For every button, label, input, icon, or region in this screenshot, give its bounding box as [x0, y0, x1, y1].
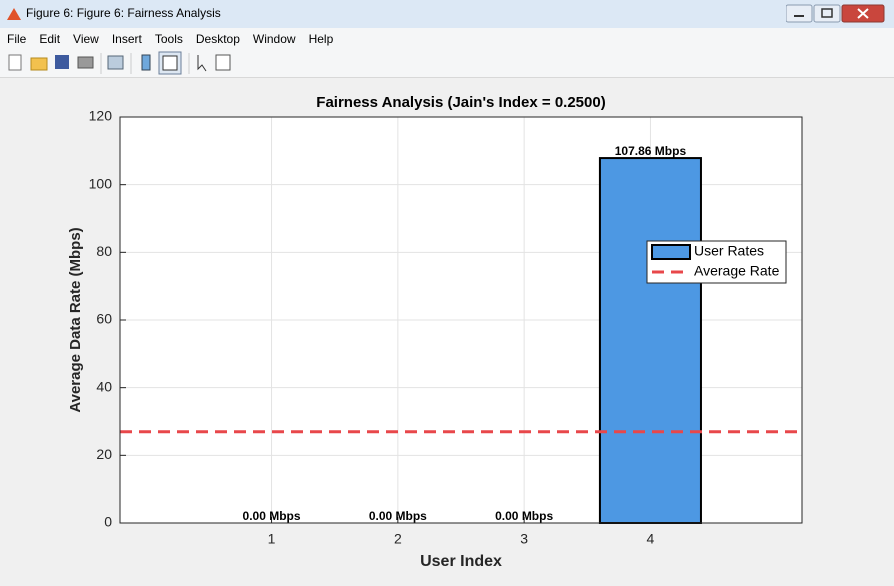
x-tick-label: 1	[268, 531, 276, 547]
x-tick-label: 3	[520, 531, 528, 547]
y-tick-label: 0	[104, 514, 112, 530]
menu-item[interactable]: Desktop	[195, 32, 240, 46]
y-tick-label: 60	[96, 311, 112, 327]
toolbar	[0, 50, 894, 78]
window-controls[interactable]	[786, 3, 886, 25]
value-label: 0.00 Mbps	[495, 509, 553, 523]
window-title: Figure 6: Figure 6: Fairness Analysis	[26, 6, 221, 20]
value-label: 0.00 Mbps	[243, 509, 301, 523]
title-bar: Figure 6: Figure 6: Fairness Analysis	[0, 0, 894, 29]
chart-title: Fairness Analysis (Jain's Index = 0.2500…	[316, 94, 605, 111]
y-tick-label: 20	[96, 446, 112, 462]
axes-box	[119, 116, 803, 524]
menu-item[interactable]: Insert	[111, 32, 142, 46]
y-tick-label: 80	[96, 243, 112, 259]
value-label: 0.00 Mbps	[369, 509, 427, 523]
y-tick-label: 120	[89, 108, 113, 124]
menu-item[interactable]: Tools	[154, 32, 183, 46]
menu-bar: File Edit View Insert Tools Desktop Window Help	[0, 28, 894, 50]
value-label: 107.86 Mbps	[615, 144, 687, 158]
x-tick-label: 2	[394, 531, 402, 547]
chart: 0 20 40 60 80 100 120 1 2 3 4 0.00 Mbps 0.00 Mbps 0.0…	[67, 94, 803, 570]
menu-item[interactable]: View	[73, 32, 99, 46]
menu-item[interactable]: File	[7, 32, 27, 46]
x-tick-label: 4	[647, 531, 655, 547]
legend-label: User Rates	[694, 243, 764, 259]
y-axis-label: Average Data Rate (Mbps)	[67, 227, 84, 412]
legend-label: Average Rate	[694, 263, 780, 279]
legend-swatch	[651, 244, 691, 260]
bar	[598, 157, 702, 524]
menu-item[interactable]: Window	[252, 32, 296, 46]
y-tick-label: 100	[89, 175, 113, 191]
x-axis-label: User Index	[420, 553, 502, 570]
menu-item[interactable]: Help	[308, 32, 334, 46]
y-tick-label: 40	[96, 378, 112, 394]
menu-item[interactable]: Edit	[39, 32, 61, 46]
app-icon	[7, 8, 21, 20]
toolbar-icons[interactable]	[0, 50, 240, 77]
